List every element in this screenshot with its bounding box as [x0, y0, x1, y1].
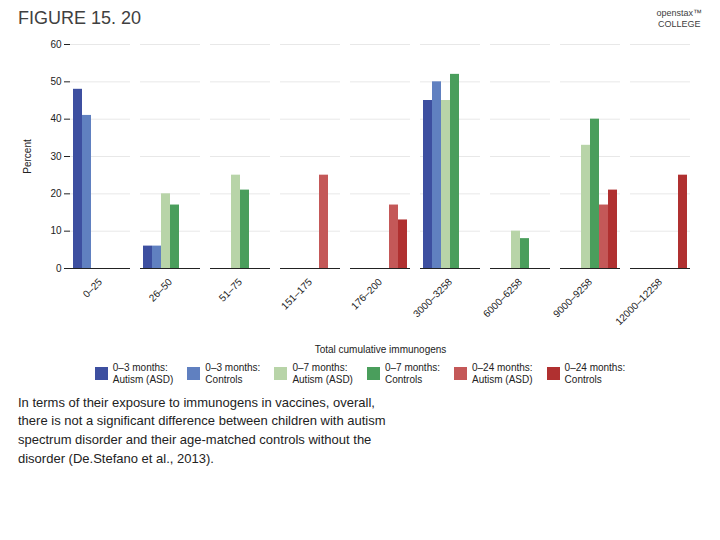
svg-text:30: 30 — [50, 150, 62, 161]
html-text:0–3 months: Controls: 0–3 months: Controls — [205, 361, 261, 385]
svg-text:Total cumulative immunogens: Total cumulative immunogens — [315, 343, 447, 354]
svg-text:0–25: 0–25 — [81, 276, 105, 300]
html-text:0–7 months: Autism (ASD): 0–7 months: Autism (ASD) — [292, 361, 353, 385]
svg-text:176–200: 176–200 — [349, 276, 385, 312]
html-text:0–24 months: Controls: 0–24 months: Controls — [564, 361, 626, 385]
html-text:openstax™ COLLEGE: openstax™ COLLEGE — [656, 8, 702, 29]
html-text:0–3 months: Autism (ASD): 0–3 months: Autism (ASD) — [112, 361, 174, 385]
svg-text:3000–3258: 3000–3258 — [411, 276, 454, 319]
svg-text:12000–12258: 12000–12258 — [613, 276, 664, 327]
svg-text:10: 10 — [50, 225, 62, 236]
svg-text:50: 50 — [50, 76, 62, 87]
html-text:FIGURE 15. 20: FIGURE 15. 20 — [18, 8, 141, 28]
svg-text:40: 40 — [50, 113, 62, 124]
svg-text:9000–9258: 9000–9258 — [551, 276, 594, 319]
svg-text:0: 0 — [56, 262, 62, 273]
svg-text:Percent: Percent — [22, 139, 33, 174]
svg-text:26–50: 26–50 — [147, 276, 175, 304]
html-text:0–24 months: Autism (ASD): 0–24 months: Autism (ASD) — [472, 361, 533, 385]
svg-text:20: 20 — [50, 188, 62, 199]
svg-text:6000–6258: 6000–6258 — [481, 276, 524, 319]
svg-text:60: 60 — [50, 38, 62, 49]
html-text:In terms of their exposure to: In terms of their exposure to immunogens… — [18, 394, 386, 467]
svg-text:151–175: 151–175 — [279, 276, 315, 312]
html-text:0–7 months: Controls: 0–7 months: Controls — [385, 361, 440, 385]
svg-text:51–75: 51–75 — [217, 276, 245, 304]
